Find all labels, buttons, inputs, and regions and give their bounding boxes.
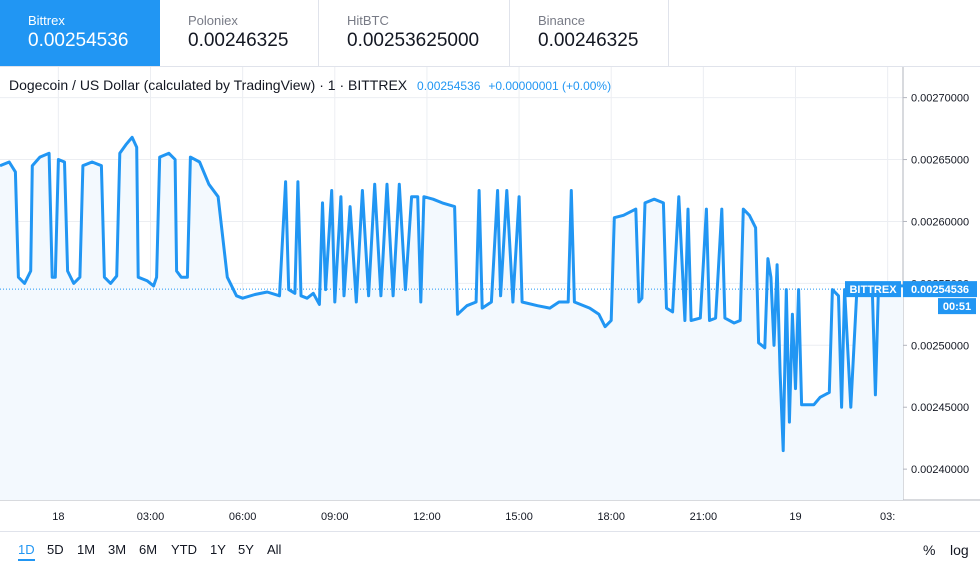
last-price-tag-bg: [903, 281, 977, 298]
countdown-tag-bg: [938, 298, 976, 315]
legend-last-price: 0.00254536: [417, 79, 481, 93]
range-1d[interactable]: 1D: [18, 542, 35, 561]
range-ytd[interactable]: YTD: [171, 542, 197, 557]
last-price-tag-label: 0.00254536: [911, 284, 969, 296]
range-toolbar: 1D 5D 1M 3M 6M YTD 1Y 5Y All % log: [0, 531, 980, 571]
range-3m[interactable]: 3M: [108, 542, 127, 557]
symbol-description: Dogecoin / US Dollar (calculated by Trad…: [9, 77, 408, 93]
x-tick-label: 21:00: [690, 511, 718, 523]
price-line: [0, 135, 903, 453]
range-all[interactable]: All: [267, 542, 282, 557]
chart-canvas[interactable]: 0.002700000.002650000.002600000.00255000…: [0, 67, 980, 531]
range-5y[interactable]: 5Y: [238, 542, 254, 557]
tab-binance[interactable]: Binance 0.00246325: [510, 0, 669, 66]
tab-exchange-name: Bittrex: [28, 13, 65, 28]
countdown-tag-label: 00:51: [943, 301, 971, 313]
tab-poloniex[interactable]: Poloniex 0.00246325: [160, 0, 319, 66]
legend-change: +0.00000001 (+0.00%): [488, 79, 612, 93]
tab-bittrex[interactable]: Bittrex 0.00254536: [0, 0, 160, 66]
x-tick-label: 03:00: [137, 511, 165, 523]
tab-price: 0.00246325: [538, 30, 639, 51]
exchange-tabs: Bittrex 0.00254536 Poloniex 0.00246325 H…: [0, 0, 980, 67]
chart-legend: Dogecoin / US Dollar (calculated by Trad…: [9, 77, 611, 93]
range-1y[interactable]: 1Y: [210, 542, 226, 557]
x-tick-label: 15:00: [505, 511, 533, 523]
y-tick-label: 0.00240000: [911, 464, 969, 476]
y-tick-label: 0.00270000: [911, 93, 969, 105]
y-tick-label: 0.00260000: [911, 216, 969, 228]
tab-price: 0.00253625000: [347, 30, 480, 51]
exchange-tag-label: BITTREX: [849, 284, 897, 296]
x-tick-label: 12:00: [413, 511, 441, 523]
tab-hitbtc[interactable]: HitBTC 0.00253625000: [319, 0, 510, 66]
x-tick-label: 18: [52, 511, 64, 523]
log-scale-toggle[interactable]: log: [950, 542, 969, 558]
x-tick-label: 09:00: [321, 511, 349, 523]
x-tick-label: 18:00: [597, 511, 625, 523]
x-tick-label: 03:: [880, 511, 895, 523]
range-1m[interactable]: 1M: [77, 542, 96, 557]
y-tick-label: 0.00250000: [911, 340, 969, 352]
price-chart[interactable]: 0.002700000.002650000.002600000.00255000…: [0, 67, 980, 531]
price-area-fill: [0, 137, 903, 501]
tab-price: 0.00254536: [28, 30, 129, 51]
percent-scale-toggle[interactable]: %: [923, 542, 936, 558]
y-tick-label: 0.00265000: [911, 155, 969, 167]
tab-exchange-name: HitBTC: [347, 13, 389, 28]
y-tick-label: 0.00245000: [911, 402, 969, 414]
tab-exchange-name: Poloniex: [188, 13, 238, 28]
x-tick-label: 19: [789, 511, 801, 523]
range-6m[interactable]: 6M: [139, 542, 158, 557]
tab-price: 0.00246325: [188, 30, 289, 51]
range-5d[interactable]: 5D: [47, 542, 64, 557]
exchange-tag-bg: [845, 281, 901, 298]
x-tick-label: 06:00: [229, 511, 257, 523]
tab-exchange-name: Binance: [538, 13, 585, 28]
